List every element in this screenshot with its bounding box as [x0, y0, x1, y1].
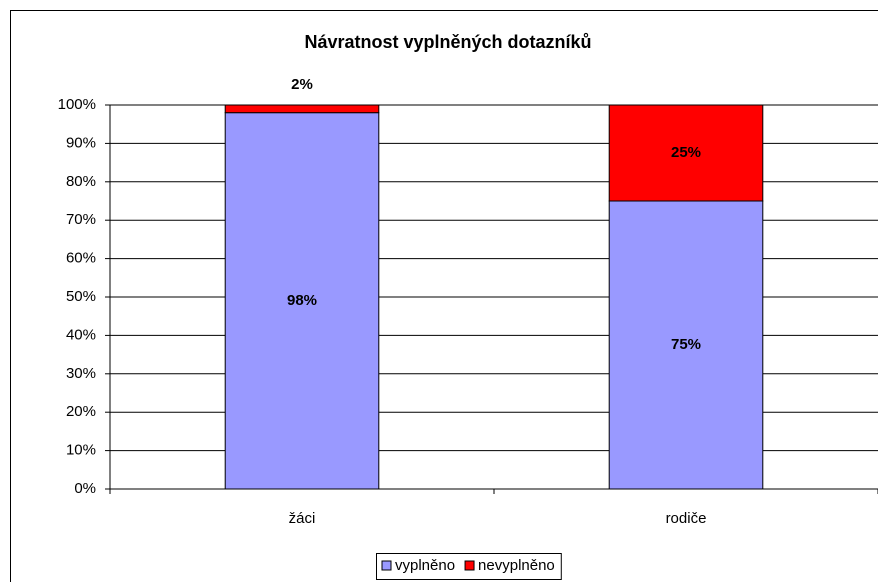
- legend-label: nevyplněno: [478, 557, 555, 574]
- x-tick-label: žáci: [289, 510, 316, 527]
- y-tick-label: 100%: [58, 96, 96, 113]
- data-label: 98%: [287, 292, 317, 309]
- y-tick-label: 0%: [74, 480, 96, 497]
- legend-swatch: [381, 560, 392, 571]
- y-tick-label: 90%: [66, 134, 96, 151]
- legend-swatch: [464, 560, 475, 571]
- y-tick-label: 40%: [66, 326, 96, 343]
- legend-box: [376, 553, 562, 580]
- y-tick-label: 60%: [66, 250, 96, 267]
- bar-segment: [608, 104, 764, 202]
- y-tick-label: 30%: [66, 365, 96, 382]
- bar-segment: [224, 104, 380, 114]
- y-tick-label: 50%: [66, 288, 96, 305]
- legend-label: vyplněno: [395, 557, 455, 574]
- y-tick-label: 10%: [66, 442, 96, 459]
- data-label: 75%: [671, 336, 701, 353]
- data-label: 25%: [671, 144, 701, 161]
- chart-title: Návratnost vyplněných dotazníků: [304, 32, 591, 52]
- x-tick-label: rodiče: [666, 510, 707, 527]
- y-tick-label: 80%: [66, 173, 96, 190]
- data-label: 2%: [291, 76, 313, 93]
- bar-segment: [608, 200, 764, 490]
- bar-segment: [224, 112, 380, 490]
- y-tick-label: 20%: [66, 403, 96, 420]
- legend: vyplněno nevyplněno: [376, 553, 562, 580]
- y-tick-label: 70%: [66, 211, 96, 228]
